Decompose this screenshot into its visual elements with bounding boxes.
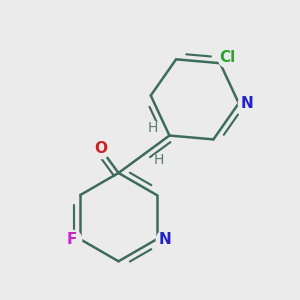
Text: F: F	[67, 232, 77, 247]
Text: N: N	[159, 232, 171, 247]
Text: Cl: Cl	[219, 50, 236, 65]
Text: H: H	[148, 121, 158, 135]
Text: N: N	[241, 96, 254, 111]
Text: H: H	[154, 153, 164, 167]
Text: O: O	[94, 142, 107, 157]
